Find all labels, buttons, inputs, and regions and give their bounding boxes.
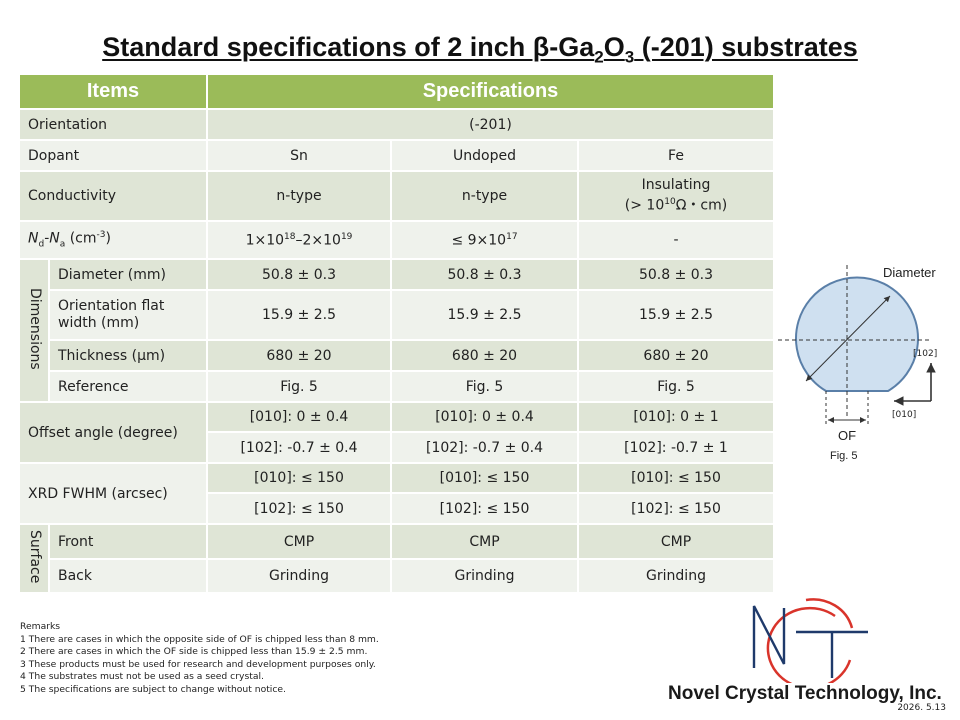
cell-dopant-fe: Fe	[577, 139, 775, 172]
cell-xrd-010-fe: [010]: ≤ 150	[577, 462, 775, 494]
company-logo	[740, 598, 890, 690]
cell-reference-sn: Fig. 5	[206, 370, 392, 403]
cell-of-width-undoped: 15.9 ± 2.5	[390, 289, 579, 341]
group-dimensions: Dimensions	[18, 258, 50, 403]
table-row: [102]: -0.7 ± 0.4 [102]: -0.7 ± 0.4 [102…	[19, 431, 775, 464]
table-row: Conductivity n-type n-type Insulating (>…	[18, 170, 775, 222]
cell-reference-fe: Fig. 5	[577, 370, 775, 403]
page-title: Standard specifications of 2 inch β-Ga2O…	[102, 32, 858, 67]
row-label-of-width: Orientation flat width (mm)	[48, 289, 208, 341]
table-row: XRD FWHM (arcsec) [010]: ≤ 150 [010]: ≤ …	[18, 462, 775, 525]
cell-offset-102-undoped: [102]: -0.7 ± 0.4	[390, 431, 579, 464]
table-row: Orientation flat width (mm) 15.9 ± 2.5 1…	[19, 289, 775, 341]
row-label-dopant: Dopant	[18, 139, 208, 172]
cell-xrd-010-sn: [010]: ≤ 150	[206, 462, 392, 494]
cell-conductivity-sn: n-type	[206, 170, 392, 222]
cell-dopant-undoped: Undoped	[390, 139, 579, 172]
table-row: Orientation (-201)	[18, 108, 775, 141]
remark-item: 4 The substrates must not be used as a s…	[20, 671, 264, 683]
cell-ndna-sn: 1×1018–2×1019	[206, 220, 392, 260]
cell-xrd-102-sn: [102]: ≤ 150	[206, 492, 392, 525]
cell-ndna-fe: -	[577, 220, 775, 260]
header-row: Items Specifications	[18, 73, 775, 110]
wafer-shape	[795, 276, 919, 392]
row-label-diameter: Diameter (mm)	[48, 258, 208, 291]
row-label-conductivity: Conductivity	[18, 170, 208, 222]
remark-item: 2 There are cases in which the OF side i…	[20, 646, 368, 658]
cell-diameter-fe: 50.8 ± 0.3	[577, 258, 775, 291]
remarks: Remarks 1 There are cases in which the o…	[20, 621, 379, 697]
cell-diameter-undoped: 50.8 ± 0.3	[390, 258, 579, 291]
company-name: Novel Crystal Technology, Inc.	[668, 683, 942, 704]
cell-dopant-sn: Sn	[206, 139, 392, 172]
cell-front-undoped: CMP	[390, 523, 579, 560]
cell-offset-102-fe: [102]: -0.7 ± 1	[577, 431, 775, 464]
document-date: 2026. 5.13	[897, 703, 946, 713]
table-row: Back Grinding Grinding Grinding	[19, 558, 775, 594]
cell-offset-010-undoped: [010]: 0 ± 0.4	[390, 401, 579, 433]
dir-010-label: [010]	[892, 410, 916, 420]
row-label-ndna: Nd-Na (cm-3)	[18, 220, 208, 260]
figure-caption: Fig. 5	[830, 450, 858, 462]
cell-offset-010-sn: [010]: 0 ± 0.4	[206, 401, 392, 433]
cell-conductivity-fe: Insulating (> 1010Ω・cm)	[577, 170, 775, 222]
wafer-diagram: Diameter [102] [010] OF Fig. 5	[778, 265, 937, 462]
diameter-label: Diameter	[883, 265, 936, 280]
row-label-orientation: Orientation	[18, 108, 208, 141]
cell-of-width-fe: 15.9 ± 2.5	[577, 289, 775, 341]
cell-reference-undoped: Fig. 5	[390, 370, 579, 403]
table-row: Offset angle (degree) [010]: 0 ± 0.4 [01…	[18, 401, 775, 464]
table-row: Dopant Sn Undoped Fe	[18, 139, 775, 172]
cell-back-undoped: Grinding	[390, 558, 579, 594]
row-label-thickness: Thickness (μm)	[48, 339, 208, 372]
remark-item: 3 These products must be used for resear…	[20, 658, 376, 670]
cell-xrd-010-undoped: [010]: ≤ 150	[390, 462, 579, 494]
cell-xrd-102-fe: [102]: ≤ 150	[577, 492, 775, 525]
cell-offset-102-sn: [102]: -0.7 ± 0.4	[206, 431, 392, 464]
cell-ndna-undoped: ≤ 9×1017	[390, 220, 579, 260]
header-items: Items	[18, 73, 208, 110]
wafer-figure: Diameter [102] [010] OF Fig. 5	[770, 250, 960, 470]
nct-logo-icon	[752, 598, 868, 690]
row-label-offset-angle: Offset angle (degree)	[18, 401, 208, 464]
of-label: OF	[838, 428, 856, 443]
header-specifications: Specifications	[206, 73, 775, 110]
diameter-arrow	[805, 295, 891, 382]
cell-back-fe: Grinding	[577, 558, 775, 594]
row-label-back: Back	[48, 558, 208, 594]
table-row: [102]: ≤ 150 [102]: ≤ 150 [102]: ≤ 150	[19, 492, 775, 525]
cell-xrd-102-undoped: [102]: ≤ 150	[390, 492, 579, 525]
remark-item: 5 The specifications are subject to chan…	[20, 683, 286, 695]
cell-front-fe: CMP	[577, 523, 775, 560]
spec-table: Items Specifications Orientation (-201) …	[18, 73, 775, 594]
row-label-front: Front	[48, 523, 208, 560]
table-row: Surface Front CMP CMP CMP	[18, 523, 775, 594]
cell-thickness-undoped: 680 ± 20	[390, 339, 579, 372]
cell-of-width-sn: 15.9 ± 2.5	[206, 289, 392, 341]
row-label-reference: Reference	[48, 370, 208, 403]
cell-conductivity-undoped: n-type	[390, 170, 579, 222]
cell-thickness-sn: 680 ± 20	[206, 339, 392, 372]
group-surface: Surface	[18, 523, 50, 594]
table-row: Thickness (μm) 680 ± 20 680 ± 20 680 ± 2…	[19, 339, 775, 372]
remarks-heading: Remarks	[20, 621, 61, 632]
table-row: Dimensions Diameter (mm) 50.8 ± 0.3 50.8…	[18, 258, 775, 403]
cell-diameter-sn: 50.8 ± 0.3	[206, 258, 392, 291]
table-row: Reference Fig. 5 Fig. 5 Fig. 5	[19, 370, 775, 403]
table-row: Nd-Na (cm-3) 1×1018–2×1019 ≤ 9×1017 -	[18, 220, 775, 260]
cell-back-sn: Grinding	[206, 558, 392, 594]
cell-front-sn: CMP	[206, 523, 392, 560]
row-label-xrd-fwhm: XRD FWHM (arcsec)	[18, 462, 208, 525]
cell-offset-010-fe: [010]: 0 ± 1	[577, 401, 775, 433]
remark-item: 1 There are cases in which the opposite …	[20, 633, 379, 645]
cell-orientation: (-201)	[206, 108, 775, 141]
dir-102-label: [102]	[913, 349, 937, 359]
cell-thickness-fe: 680 ± 20	[577, 339, 775, 372]
